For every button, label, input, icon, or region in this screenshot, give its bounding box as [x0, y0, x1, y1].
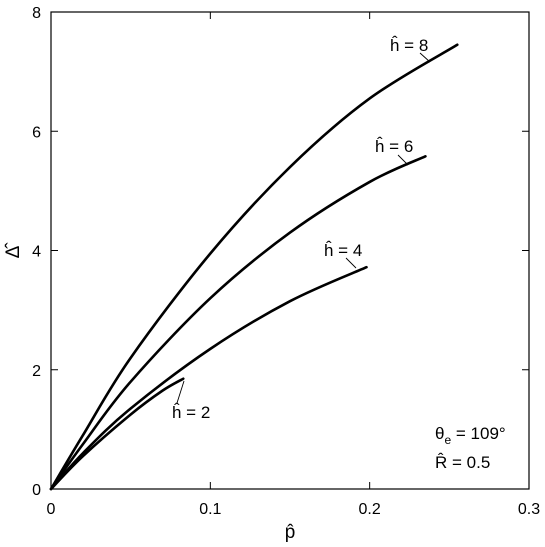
leader-h2	[176, 380, 185, 404]
theta-value: = 109°	[451, 424, 506, 443]
series-line-3	[49, 377, 185, 491]
x-tick-label: 0.1	[199, 501, 221, 518]
label-h8: ĥ = 8	[390, 36, 428, 55]
theta-subscript: e	[444, 433, 451, 447]
theta-symbol: θ	[435, 424, 444, 443]
y-tick-label: 8	[32, 5, 41, 22]
y-axis-label: Δ̂	[3, 242, 24, 259]
leader-h6	[397, 154, 409, 166]
theta-annotation: θe = 109°	[435, 424, 506, 447]
r-annotation: R̂ = 0.5	[435, 452, 490, 472]
leader-h4	[345, 257, 357, 269]
leader-h8	[419, 52, 431, 63]
label-h6: ĥ = 6	[375, 137, 413, 156]
y-tick-label: 2	[32, 363, 41, 380]
series-line-1	[49, 154, 427, 491]
label-h4: ĥ = 4	[324, 241, 362, 260]
x-axis-label: p̂	[285, 522, 296, 543]
series-line-0	[49, 43, 459, 491]
label-h2: ĥ = 2	[172, 403, 210, 422]
y-tick-label: 4	[32, 244, 41, 261]
axis-ticks	[50, 11, 530, 490]
x-tick-label: 0.3	[518, 501, 540, 518]
y-tick-labels: 0 2 4 6 8	[32, 5, 41, 499]
y-tick-label: 6	[32, 124, 41, 141]
x-tick-label: 0.2	[359, 501, 381, 518]
x-tick-label: 0	[47, 501, 56, 518]
series-curves	[49, 43, 459, 491]
y-tick-label: 0	[32, 482, 41, 499]
x-tick-labels: 0 0.1 0.2 0.3	[47, 501, 541, 518]
series-line-2	[49, 265, 368, 491]
plot-frame	[50, 11, 530, 490]
